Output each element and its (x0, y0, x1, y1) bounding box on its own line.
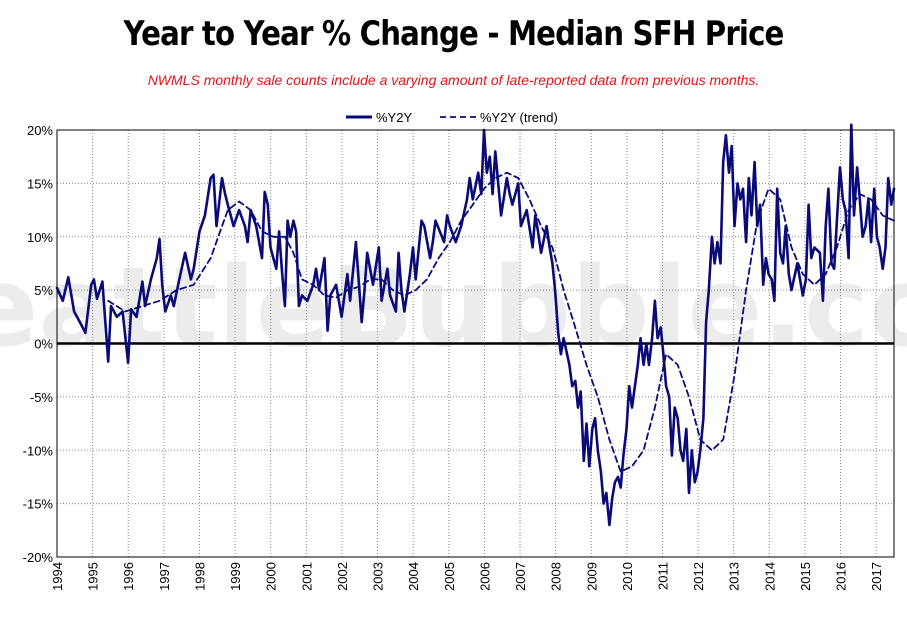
x-tick-label: 2014 (762, 562, 777, 591)
y-tick-label: -15% (23, 497, 54, 512)
x-tick-label: 1996 (121, 562, 136, 591)
x-tick-label: 2013 (727, 562, 742, 591)
x-tick-label: 2002 (335, 562, 350, 591)
x-tick-label: 2017 (869, 562, 884, 591)
x-tick-label: 2000 (264, 562, 279, 591)
y-tick-label: 15% (27, 176, 53, 191)
x-tick-label: 2008 (549, 562, 564, 591)
x-tick-label: 2012 (691, 562, 706, 591)
series-line-trend (107, 171, 895, 473)
x-tick-label: 2009 (584, 562, 599, 591)
x-tick-label: 1997 (157, 562, 172, 591)
x-tick-label: 2004 (406, 562, 421, 591)
x-axis: 1994 1995 1996 1997 1998 1999 2000 2001 2002 2003… (50, 562, 884, 591)
x-tick-label: 2007 (513, 562, 528, 591)
x-tick-label: 2006 (477, 562, 492, 591)
y-tick-label: 20% (27, 123, 53, 138)
y-tick-label: 5% (34, 283, 53, 298)
legend: %Y2Y %Y2Y (trend) (346, 110, 558, 125)
series-line-y2y (55, 123, 896, 527)
grid (57, 129, 894, 558)
series-layer (55, 123, 896, 527)
x-tick-label: 1994 (50, 562, 65, 591)
x-tick-label: 2005 (442, 562, 457, 591)
y-axis: -20% -15% -10% -5% 0% 5% 10% 15% 20% (23, 123, 54, 565)
x-tick-label: 1995 (86, 562, 101, 591)
legend-label-trend: %Y2Y (trend) (480, 110, 558, 125)
x-tick-label: 1999 (228, 562, 243, 591)
x-tick-label: 2001 (299, 562, 314, 591)
plot-frame (56, 129, 895, 558)
chart-title: Year to Year % Change - Median SFH Price (123, 14, 784, 54)
y-tick-label: 0% (34, 337, 53, 352)
y-tick-label: 10% (27, 230, 53, 245)
x-tick-label: 1998 (192, 562, 207, 591)
x-tick-label: 2003 (371, 562, 386, 591)
legend-label-y2y: %Y2Y (376, 110, 412, 125)
y-tick-label: -20% (23, 550, 54, 565)
x-tick-label: 2015 (798, 562, 813, 591)
y-tick-label: -5% (30, 390, 54, 405)
x-tick-label: 2011 (655, 562, 670, 590)
watermark: SeattleBubble.com (0, 243, 907, 371)
chart-subtitle: NWMLS monthly sale counts include a vary… (147, 72, 760, 88)
x-tick-label: 2010 (620, 562, 635, 591)
x-tick-label: 2016 (834, 562, 849, 591)
y-tick-label: -10% (23, 443, 54, 458)
